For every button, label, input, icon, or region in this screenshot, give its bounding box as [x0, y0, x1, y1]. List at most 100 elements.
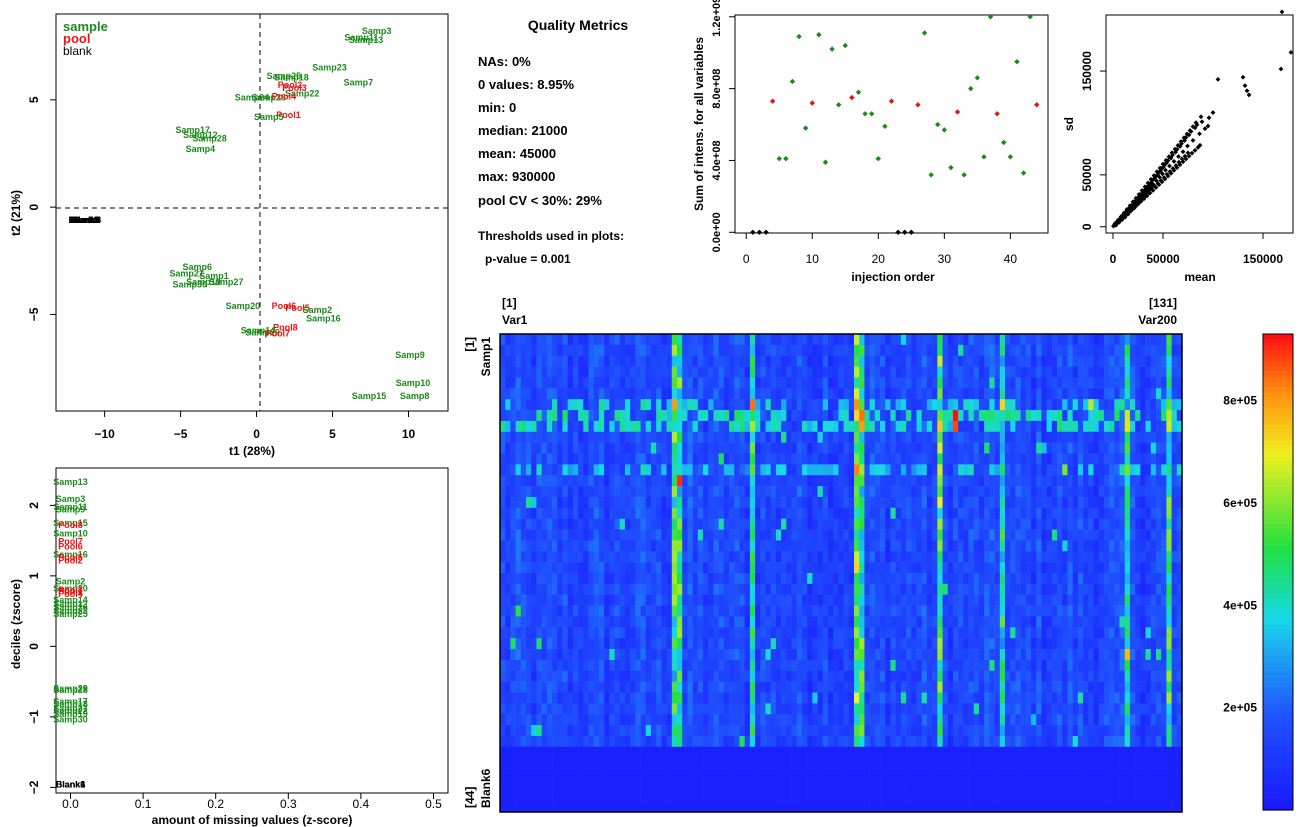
heatmap-cell: [984, 334, 990, 346]
heatmap-cell: [926, 355, 933, 367]
heatmap-cell: [500, 670, 506, 682]
heatmap-cell: [1083, 453, 1089, 465]
heatmap-cell: [723, 605, 730, 617]
heatmap-cell: [500, 496, 506, 509]
heatmap-cell: [609, 442, 615, 454]
heatmap-cell: [921, 507, 928, 519]
heatmap-cell: [583, 377, 589, 389]
heatmap-cell: [1124, 594, 1131, 606]
heatmap-cell: [885, 681, 891, 693]
heatmap-cell: [723, 431, 730, 443]
heatmap-cell: [973, 681, 980, 693]
heatmap-cell: [656, 562, 662, 574]
heatmap-cell: [697, 399, 704, 411]
mean-sd-point: [1167, 163, 1172, 169]
heatmap-cell: [775, 649, 782, 661]
heatmap-cell: [963, 605, 969, 617]
heatmap-cell: [718, 464, 725, 476]
heatmap-cell: [1155, 540, 1162, 552]
heatmap-cell: [1114, 355, 1120, 367]
heatmap-cell: [812, 551, 818, 563]
heatmap-cell: [1088, 507, 1094, 519]
heatmap-cell: [661, 399, 667, 411]
heatmap-cell: [661, 649, 667, 661]
heatmap-cell: [624, 507, 631, 519]
heatmap-cell: [973, 670, 980, 682]
heatmap-cell: [786, 496, 792, 509]
heatmap-cell: [749, 670, 756, 682]
heatmap-cell: [703, 486, 709, 498]
heatmap-cell: [765, 334, 772, 346]
heatmap-cell: [552, 475, 558, 487]
heatmap-cell: [614, 388, 621, 400]
heatmap-cell: [635, 562, 641, 574]
heatmap-cell: [1031, 420, 1037, 433]
heatmap-cell: [874, 442, 881, 454]
heatmap-cell: [989, 486, 995, 498]
heatmap-cell: [650, 453, 657, 465]
heatmap-cell: [505, 388, 511, 400]
heatmap-cell: [687, 496, 693, 509]
heatmap-cell: [1124, 681, 1131, 693]
heatmap-cell: [900, 649, 907, 661]
heatmap-cell: [510, 573, 516, 585]
heatmap-cell: [1020, 377, 1027, 389]
score-point-samp1: Samp1: [199, 271, 229, 281]
heatmap-cell: [942, 453, 949, 465]
heatmap-cell: [729, 431, 735, 443]
heatmap-cell: [572, 627, 579, 639]
heatmap-cell: [978, 681, 985, 693]
heatmap-cell: [1155, 518, 1162, 530]
heatmap-cell: [567, 355, 574, 367]
heatmap-cell: [827, 627, 834, 639]
heatmap-cell: [609, 518, 615, 530]
heatmap-cell: [614, 344, 621, 357]
heatmap-cell: [947, 562, 954, 574]
score-plot-frame: [55, 13, 449, 412]
heatmap-cell: [973, 377, 980, 389]
score-y-axis: −505: [27, 96, 56, 321]
heatmap-cell: [505, 692, 511, 704]
heatmap-cell: [546, 355, 553, 367]
heatmap-cell: [843, 529, 850, 541]
heatmap-cell: [1145, 399, 1152, 411]
heatmap-cell: [843, 410, 850, 422]
heatmap-cell: [614, 377, 621, 389]
heatmap-cell: [692, 605, 699, 617]
heatmap-cell: [1031, 442, 1037, 454]
heatmap-cell: [1025, 616, 1032, 628]
heatmap-cell: [1088, 649, 1094, 661]
heatmap-cell: [729, 388, 735, 400]
heatmap-cell: [682, 334, 688, 346]
heatmap-cell: [661, 616, 667, 628]
heatmap-cell: [1093, 583, 1100, 596]
heatmap-cell: [843, 486, 850, 498]
heatmap-cell: [968, 670, 975, 682]
heatmap-cell: [958, 627, 964, 639]
heatmap-cell: [536, 605, 542, 617]
heatmap-cell: [619, 627, 626, 639]
mean-sd-point: [1165, 173, 1171, 179]
heatmap-cell: [708, 551, 714, 563]
heatmap-cell: [1046, 464, 1053, 476]
heatmap-cell: [703, 442, 709, 454]
heatmap-cell: [749, 518, 756, 530]
heatmap-cell: [848, 703, 855, 715]
heatmap-cell: [1176, 399, 1183, 411]
heatmap-cell: [1088, 366, 1094, 378]
heatmap-cell: [880, 529, 886, 541]
heatmap-cell: [838, 453, 844, 465]
heatmap-cell: [1171, 562, 1178, 574]
heatmap-cell: [1135, 573, 1141, 585]
score-point-samp30: Samp30: [172, 279, 207, 289]
heatmap-cell: [775, 355, 782, 367]
heatmap-cell: [932, 377, 938, 389]
heatmap-cell: [541, 486, 548, 498]
heatmap-cell: [978, 399, 985, 411]
heatmap-cell: [578, 681, 584, 693]
heatmap-cell: [562, 670, 568, 682]
heatmap-cell: [567, 496, 574, 509]
heatmap-cell: [536, 388, 542, 400]
heatmap-cell: [609, 410, 615, 422]
